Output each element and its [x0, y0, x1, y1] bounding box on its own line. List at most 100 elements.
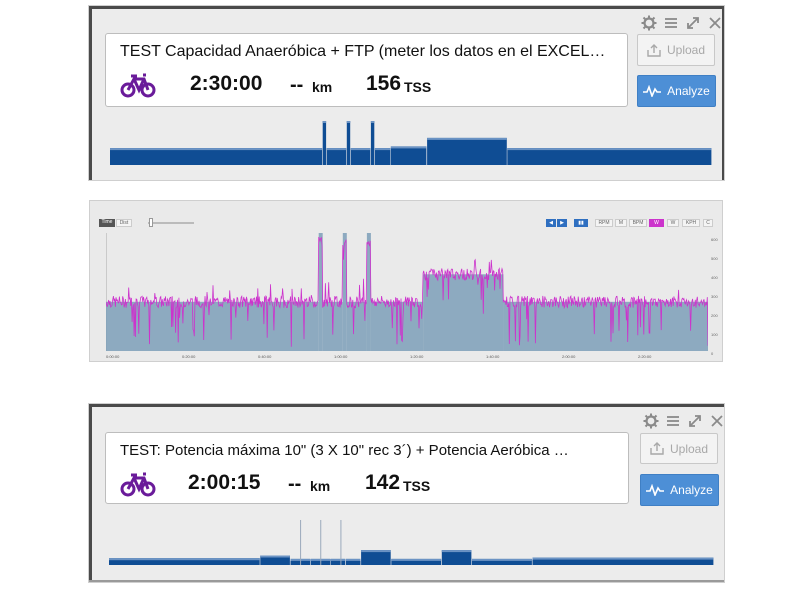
distance-value: --	[288, 473, 302, 495]
tss-unit: TSS	[404, 79, 432, 95]
structure-block	[350, 148, 371, 165]
structure-block-edge	[370, 121, 375, 123]
structure-block-edge	[322, 121, 327, 123]
x-tick-label: 1:20:00	[410, 354, 424, 359]
menu-icon[interactable]	[665, 413, 681, 429]
structure-block	[326, 148, 347, 165]
power-chart-panel: Time Dist ◀ ▶ ▮▮ RPM M BPM W W KPH C 0:0…	[89, 200, 723, 362]
structure-block-edge	[350, 148, 371, 151]
structure-block	[361, 550, 391, 565]
structure-block	[507, 148, 712, 165]
channel-kph[interactable]: KPH	[682, 219, 700, 227]
channel-c[interactable]: C	[703, 219, 713, 227]
close-icon[interactable]	[709, 413, 725, 429]
target-power-segment	[366, 233, 371, 351]
time-toggle[interactable]: Time	[99, 219, 115, 227]
y-tick-label: 300	[711, 294, 718, 299]
workout-card-2: TEST: Potencia máxima 10" (3 X 10" rec 3…	[88, 403, 725, 583]
power-chart[interactable]	[106, 233, 708, 351]
target-power-segment	[346, 301, 367, 351]
channel-rpm[interactable]: RPM	[595, 219, 613, 227]
bike-icon	[120, 472, 156, 497]
x-tick-label: 1:40:00	[486, 354, 500, 359]
structure-block	[330, 558, 346, 565]
channel-m[interactable]: M	[615, 219, 627, 227]
zoom-slider[interactable]	[148, 222, 194, 224]
menu-icon[interactable]	[663, 15, 679, 31]
x-tick-label: 2:00:00	[562, 354, 576, 359]
workout-title: TEST Capacidad Anaeróbica + FTP (meter l…	[120, 43, 606, 60]
card-border	[89, 6, 724, 9]
card-border	[89, 6, 92, 180]
workout-structure-graph	[109, 520, 714, 565]
structure-block	[370, 121, 375, 165]
structure-block-edge	[260, 555, 290, 558]
structure-block-edge	[326, 148, 347, 151]
structure-block	[110, 148, 323, 165]
expand-icon[interactable]	[687, 413, 703, 429]
prev-icon[interactable]: ◀	[546, 219, 556, 227]
y-tick-label: 400	[711, 275, 718, 280]
target-power-segment	[318, 233, 323, 351]
x-tick-label: 2:20:00	[638, 354, 652, 359]
structure-block-edge	[532, 557, 714, 560]
upload-label: Upload	[669, 441, 709, 456]
structure-block	[346, 121, 351, 165]
workout-summary[interactable]: TEST Capacidad Anaeróbica + FTP (meter l…	[105, 33, 628, 107]
upload-button[interactable]: Upload	[637, 34, 715, 66]
structure-block-edge	[346, 558, 361, 561]
upload-button[interactable]: Upload	[640, 433, 718, 464]
analyze-button[interactable]: Analyze	[640, 474, 719, 506]
close-icon[interactable]	[707, 15, 723, 31]
analyze-label: Analyze	[667, 84, 710, 98]
channel-w-active[interactable]: W	[649, 219, 664, 227]
structure-block	[427, 137, 507, 165]
workout-card-1: TEST Capacidad Anaeróbica + FTP (meter l…	[88, 5, 725, 181]
bar-chart-icon[interactable]: ▮▮	[574, 219, 588, 227]
distance-toggle[interactable]: Dist	[116, 219, 132, 227]
structure-block-edge	[507, 148, 712, 151]
channel-bpm[interactable]: BPM	[629, 219, 647, 227]
structure-block	[374, 148, 391, 165]
tss-value: 142	[365, 471, 401, 494]
x-tick-label: 0:00:00	[106, 354, 120, 359]
target-power-segment	[342, 233, 347, 351]
x-tick-label: 1:00:00	[334, 354, 348, 359]
y-tick-label: 200	[711, 313, 718, 318]
distance-unit: km	[310, 478, 331, 494]
card-border	[722, 6, 724, 180]
structure-block	[441, 550, 472, 565]
structure-block	[390, 146, 427, 165]
structure-block-edge	[441, 550, 472, 553]
structure-block-edge	[391, 558, 442, 561]
zoom-slider-handle[interactable]	[149, 218, 153, 227]
target-power-segment	[106, 301, 319, 351]
next-icon[interactable]: ▶	[557, 219, 567, 227]
analyze-button[interactable]: Analyze	[637, 75, 716, 107]
upload-label: Upload	[666, 43, 706, 57]
target-power-segment	[423, 274, 504, 351]
structure-block-edge	[427, 137, 507, 140]
structure-block	[109, 558, 260, 565]
structure-block-edge	[374, 148, 391, 151]
workout-summary[interactable]: TEST: Potencia máxima 10" (3 X 10" rec 3…	[105, 432, 629, 504]
pulse-icon	[646, 484, 665, 496]
expand-icon[interactable]	[685, 15, 701, 31]
card-border	[89, 404, 724, 407]
tss-value: 156	[366, 72, 402, 95]
channel-w[interactable]: W	[667, 219, 679, 227]
target-power-segment	[503, 301, 708, 351]
x-tick-label: 0:40:00	[258, 354, 272, 359]
gear-icon[interactable]	[641, 15, 657, 31]
analyze-label: Analyze	[670, 483, 713, 497]
duration: 2:30:00	[190, 72, 263, 95]
workout-title: TEST: Potencia máxima 10" (3 X 10" rec 3…	[120, 442, 569, 459]
card-border	[89, 404, 92, 582]
structure-block	[472, 558, 532, 565]
structure-block-edge	[390, 146, 427, 149]
duration: 2:00:15	[188, 471, 261, 494]
y-tick-label: 100	[711, 332, 718, 337]
distance-value: --	[290, 74, 304, 96]
gear-icon[interactable]	[643, 413, 659, 429]
structure-block-edge	[361, 550, 391, 553]
